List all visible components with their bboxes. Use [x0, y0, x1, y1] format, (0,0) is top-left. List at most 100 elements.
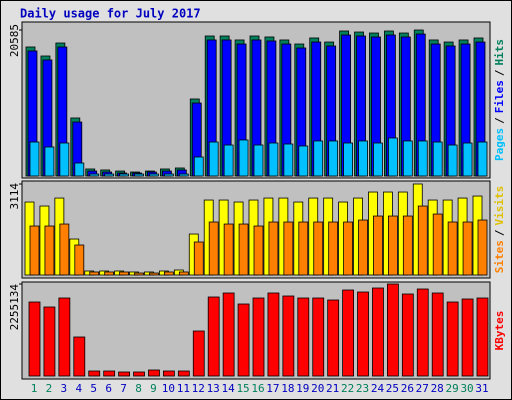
- bar: [29, 141, 40, 177]
- bar: [59, 223, 70, 276]
- bar: [162, 370, 175, 377]
- chart-title: Daily usage for July 2017: [20, 7, 201, 21]
- bar: [178, 271, 189, 276]
- x-tick-label: 11: [177, 382, 190, 395]
- y-tick-label: 3114: [8, 183, 21, 210]
- bar: [328, 221, 339, 276]
- bar: [253, 144, 264, 177]
- bar: [417, 140, 428, 177]
- bar: [223, 223, 234, 276]
- x-tick-label: 25: [386, 382, 399, 395]
- bar: [328, 140, 339, 177]
- bar: [447, 221, 458, 276]
- x-tick-label: 27: [416, 382, 429, 395]
- bar: [193, 156, 204, 177]
- legend-separator: /: [493, 117, 506, 124]
- bar: [358, 219, 368, 276]
- bar: [358, 140, 368, 177]
- bar: [74, 244, 85, 276]
- bar: [462, 221, 473, 276]
- bar: [178, 173, 189, 177]
- x-tick-label: 17: [266, 382, 279, 395]
- bar: [446, 301, 459, 377]
- bar: [298, 145, 309, 177]
- bar: [89, 271, 100, 276]
- bar: [283, 221, 294, 276]
- bar: [282, 295, 295, 377]
- bar: [342, 289, 355, 377]
- bar: [134, 173, 144, 177]
- x-tick-label: 2: [46, 382, 53, 395]
- x-tick-label: 5: [90, 382, 97, 395]
- bar: [432, 141, 443, 177]
- bar: [88, 370, 101, 377]
- x-tick-label: 16: [251, 382, 264, 395]
- legend-entry: Visits: [493, 186, 506, 226]
- bar: [148, 369, 160, 377]
- legend: Sites / Visits: [493, 186, 506, 274]
- bar: [104, 271, 115, 276]
- bar: [431, 292, 444, 377]
- x-tick-label: 8: [135, 382, 142, 395]
- bar: [104, 173, 115, 177]
- x-tick-label: 9: [150, 382, 157, 395]
- bar: [43, 306, 56, 377]
- x-tick-label: 6: [105, 382, 112, 395]
- bar: [476, 297, 489, 377]
- bar: [58, 297, 71, 377]
- x-tick-label: 21: [326, 382, 339, 395]
- bar: [149, 272, 159, 276]
- x-tick-label: 3: [61, 382, 68, 395]
- bar: [119, 173, 129, 177]
- bar: [401, 293, 414, 377]
- bar: [238, 223, 249, 276]
- bar: [163, 271, 174, 276]
- bar: [149, 173, 159, 177]
- bar: [477, 219, 488, 276]
- bar: [313, 221, 324, 276]
- legend-entry: Hits: [493, 39, 506, 66]
- bar: [29, 225, 40, 276]
- bar: [193, 241, 204, 276]
- bar: [417, 205, 428, 276]
- bar: [222, 292, 235, 377]
- legend-separator: /: [493, 229, 506, 236]
- y-tick-label: 20585: [8, 24, 21, 57]
- legend-entry: KBytes: [493, 311, 506, 351]
- bar: [73, 336, 86, 377]
- bar: [192, 330, 205, 377]
- bar: [267, 292, 280, 377]
- bar: [297, 297, 310, 377]
- legend-entry: Files: [493, 80, 506, 113]
- bar: [462, 142, 473, 177]
- bar: [252, 297, 265, 377]
- bar: [461, 298, 474, 377]
- bar: [373, 215, 383, 276]
- legend: Pages / Files / Hits: [493, 39, 506, 161]
- bar: [119, 271, 129, 276]
- bar: [283, 143, 294, 177]
- bar: [372, 287, 384, 377]
- bar: [402, 140, 413, 177]
- x-tick-label: 23: [356, 382, 369, 395]
- bar: [477, 141, 488, 177]
- x-tick-label: 4: [75, 382, 82, 395]
- bar: [357, 291, 369, 377]
- x-tick-label: 7: [120, 382, 127, 395]
- bar: [298, 221, 309, 276]
- x-tick-label: 15: [236, 382, 249, 395]
- bar: [208, 141, 219, 177]
- bar: [207, 296, 220, 377]
- legend-entry: Sites: [493, 240, 506, 273]
- bar: [373, 142, 383, 177]
- bar: [177, 370, 190, 377]
- y-tick-label: 2255134: [8, 284, 21, 331]
- bar: [44, 225, 55, 276]
- x-tick-label: 26: [401, 382, 414, 395]
- bar: [223, 144, 234, 177]
- x-tick-label: 30: [460, 382, 473, 395]
- bar: [268, 221, 279, 276]
- bar: [432, 213, 443, 276]
- x-tick-label: 31: [475, 382, 488, 395]
